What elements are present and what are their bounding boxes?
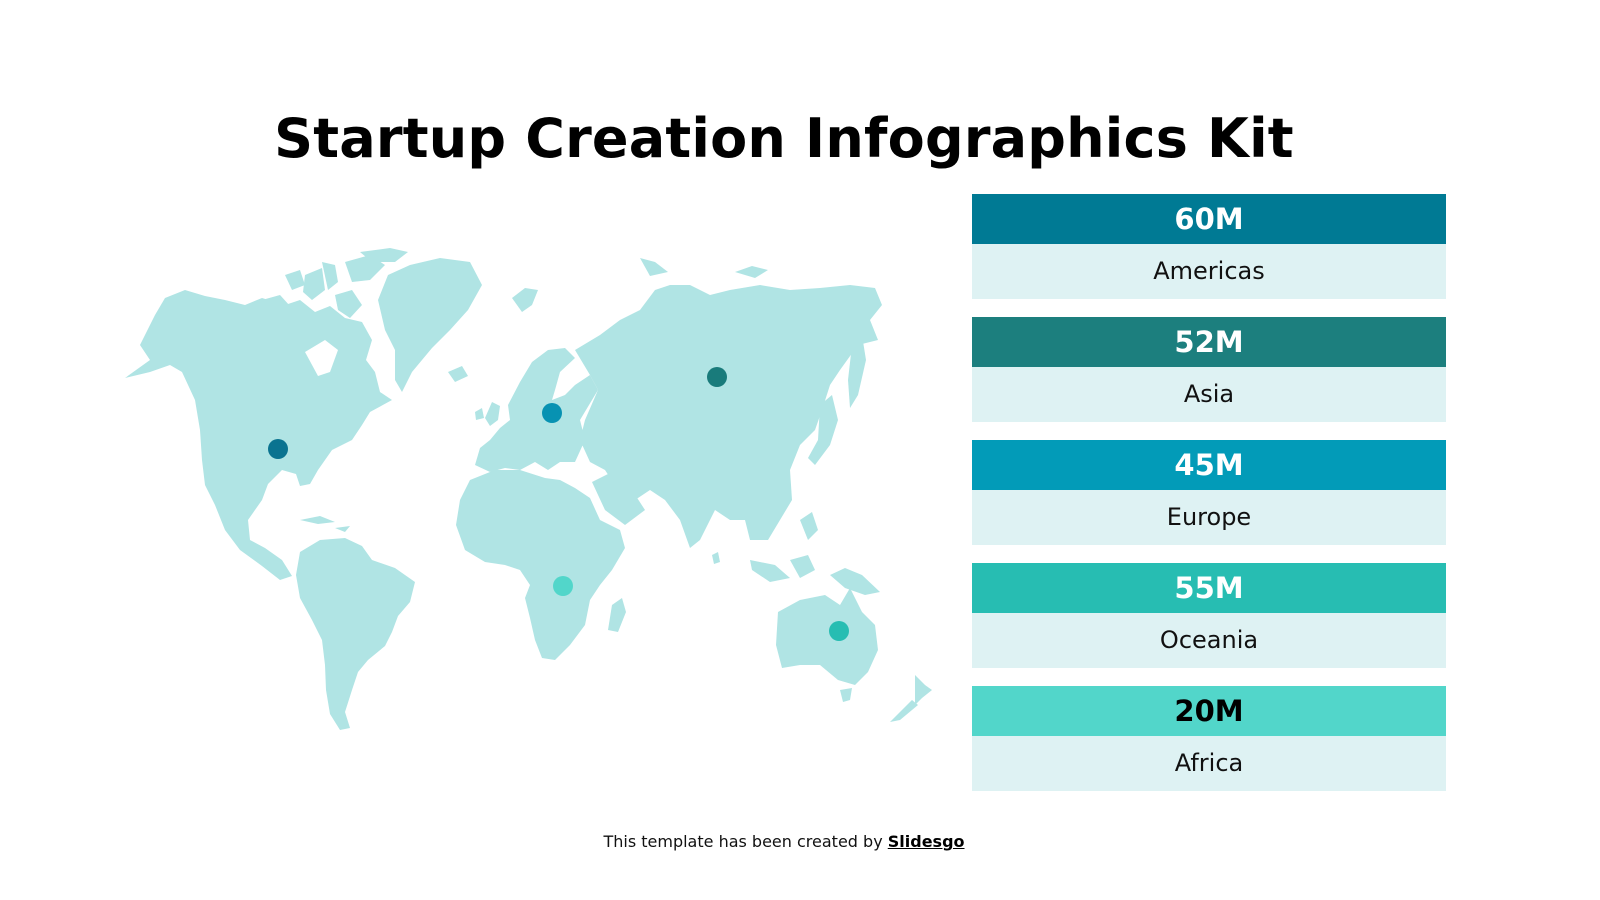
japan-shape	[808, 395, 838, 465]
south-america-shape	[296, 538, 415, 730]
africa-shape	[456, 470, 625, 660]
arctic-island-shape	[262, 295, 290, 318]
stat-value: 60M	[972, 194, 1446, 244]
stat-label: Americas	[972, 244, 1446, 299]
stat-value: 52M	[972, 317, 1446, 367]
asia-shape	[575, 285, 882, 548]
tasmania-shape	[840, 688, 852, 702]
caribbean-island-shape	[300, 516, 335, 524]
marker-oceania[interactable]	[829, 621, 849, 641]
marker-africa[interactable]	[553, 576, 573, 596]
stat-block-americas: 60M Americas	[972, 194, 1446, 299]
stat-block-asia: 52M Asia	[972, 317, 1446, 422]
footer-text: This template has been created by	[603, 832, 888, 851]
arctic-island-shape	[335, 290, 362, 318]
stat-block-oceania: 55M Oceania	[972, 563, 1446, 668]
stats-panel: 60M Americas 52M Asia 45M Europe 55M Oce…	[972, 194, 1446, 791]
stat-value: 55M	[972, 563, 1446, 613]
greenland-shape	[378, 258, 482, 392]
arabia-shape	[592, 472, 645, 525]
svalbard-shape	[512, 288, 538, 312]
stat-block-africa: 20M Africa	[972, 686, 1446, 791]
new-guinea-shape	[830, 568, 880, 595]
europe-shape	[475, 348, 598, 472]
new-zealand-shape	[915, 675, 932, 705]
new-zealand-shape	[890, 700, 918, 722]
marker-europe[interactable]	[542, 403, 562, 423]
sri-lanka-shape	[712, 552, 720, 564]
footer-credit: This template has been created by Slides…	[0, 832, 1568, 851]
arctic-island-shape	[285, 270, 305, 290]
stat-label: Europe	[972, 490, 1446, 545]
stat-label: Asia	[972, 367, 1446, 422]
stat-label: Oceania	[972, 613, 1446, 668]
region-markers	[268, 367, 849, 641]
continents	[125, 248, 932, 730]
arctic-island-shape	[303, 268, 325, 300]
slide-title: Startup Creation Infographics Kit	[274, 107, 1294, 170]
kamchatka-shape	[848, 335, 866, 408]
arctic-island-shape	[360, 248, 408, 262]
madagascar-shape	[608, 598, 626, 632]
world-map	[120, 240, 940, 740]
stat-block-europe: 45M Europe	[972, 440, 1446, 545]
hudson-bay-land	[305, 340, 338, 376]
sea-island-shape	[790, 555, 815, 578]
north-america-shape	[125, 290, 392, 580]
sea-island-shape	[800, 512, 818, 540]
slidesgo-link[interactable]: Slidesgo	[887, 832, 965, 851]
stat-value: 20M	[972, 686, 1446, 736]
sea-island-shape	[750, 560, 790, 582]
caribbean-island-shape	[335, 526, 350, 532]
stat-value: 45M	[972, 440, 1446, 490]
stat-label: Africa	[972, 736, 1446, 791]
ireland-shape	[475, 408, 484, 420]
world-map-icon	[125, 248, 932, 730]
marker-americas[interactable]	[268, 439, 288, 459]
uk-shape	[485, 402, 500, 426]
marker-asia[interactable]	[707, 367, 727, 387]
arctic-siberia-island-shape	[735, 266, 768, 278]
iceland-shape	[448, 366, 468, 382]
australia-shape	[776, 588, 878, 685]
novaya-zemlya-shape	[640, 258, 668, 276]
arctic-island-shape	[322, 262, 338, 290]
